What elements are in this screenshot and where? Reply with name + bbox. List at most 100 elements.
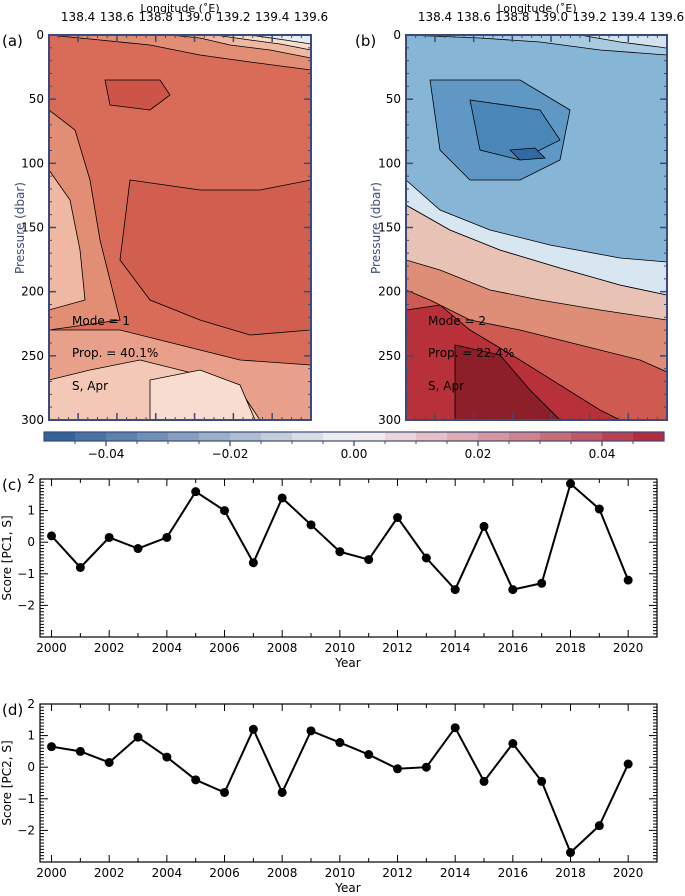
panel-b-xtick-label: 138.6 — [456, 10, 490, 24]
panel-b-xtick-label: 138.4 — [418, 10, 452, 24]
panel-c-data-point — [479, 521, 489, 531]
panel-c-series-line — [50, 481, 630, 592]
panel-c-xtick-label: 2000 — [36, 641, 67, 655]
panel-d-plot — [47, 723, 633, 858]
panel-b-ytick-label: 300 — [378, 413, 401, 427]
panel-c-data-point — [364, 555, 374, 565]
panel-a-xtick-label: 139.0 — [177, 10, 211, 24]
panel-d-xtick-label: 2012 — [382, 866, 413, 880]
panel-d-data-point — [566, 848, 576, 858]
panel-c-data-point — [104, 532, 114, 542]
panel-a-field — [49, 35, 311, 420]
panel-a-xtick-label: 139.6 — [294, 10, 328, 24]
panel-b-ytick-label: 0 — [393, 28, 401, 42]
panel-a-mode: Mode = 1 — [72, 314, 130, 328]
colorbar-bin — [540, 432, 572, 441]
panel-c-ytick-label: 1 — [27, 504, 35, 518]
panel-c-data-point — [306, 520, 316, 530]
panel-c-data-point — [162, 532, 172, 542]
panel-d-data-point — [537, 776, 547, 786]
panel-a-ylabel: Pressure (dbar) — [13, 182, 27, 274]
colorbar: −0.04 −0.02 0.00 0.02 0.04 — [43, 431, 665, 461]
panel-b-field — [406, 35, 667, 420]
colorbar-bin — [106, 432, 138, 441]
colorbar-bin — [509, 432, 541, 441]
colorbar-ticks: −0.04 −0.02 0.00 0.02 0.04 — [74, 441, 634, 461]
panel-c-data-point — [220, 506, 230, 516]
panel-d-data-point — [479, 776, 489, 786]
panel-c-data-point — [277, 493, 287, 503]
panel-d-xtick-label: 2016 — [498, 866, 529, 880]
panel-a-xlabel: Longitude (˚E) — [140, 2, 219, 15]
panel-b-label: (b) — [355, 32, 376, 50]
colorbar-bin — [385, 432, 417, 441]
panel-b-xtick-label: 138.8 — [495, 10, 529, 24]
panel-c-xtick-label: 2016 — [498, 641, 529, 655]
panel-d-data-point — [364, 750, 374, 760]
panel-c-ytick-label: −1 — [17, 567, 35, 581]
panel-b: (b) Mode = 2 Prop. = 22.4% S, Apr 138.4 1… — [355, 2, 684, 427]
panel-c-data-point — [594, 504, 604, 514]
panel-a-x-ticks: 138.4 138.6 138.8 139.0 139.2 139.4 139.6 — [48, 10, 328, 420]
panel-d-ytick-label: 0 — [27, 760, 35, 774]
colorbar-bins — [44, 432, 665, 441]
panel-a: (a) Mode = 1 Prop. = 40.1% S, Apr 138.4 1… — [2, 2, 328, 427]
panel-a-ytick-label: 0 — [36, 28, 44, 42]
panel-c-data-point — [47, 531, 57, 541]
colorbar-tick-label: 0.00 — [341, 447, 368, 461]
panel-c-data-point — [393, 513, 403, 523]
panel-d-ytick-label: −2 — [17, 823, 35, 837]
panel-d-ytick-label: 1 — [27, 729, 35, 743]
panel-d-data-point — [421, 762, 431, 772]
panel-d-xtick-label: 2014 — [440, 866, 471, 880]
panel-c-axes: 2000 2002 2004 2006 2008 2010 2012 2014 2016 2018… — [17, 472, 658, 655]
panel-d-xtick-label: 2018 — [555, 866, 586, 880]
panel-a-ytick-label: 250 — [21, 349, 44, 363]
panel-b-xtick-label: 139.0 — [534, 10, 568, 24]
colorbar-bin — [633, 432, 665, 441]
colorbar-tick-label: 0.04 — [589, 447, 616, 461]
panel-c-data-point — [450, 585, 460, 595]
panel-d-ytick-label: −1 — [17, 792, 35, 806]
panel-c-data-point — [191, 487, 201, 497]
panel-d-xlabel: Year — [334, 881, 360, 895]
panel-a-ytick-label: 100 — [21, 156, 44, 170]
panel-d-data-point — [191, 775, 201, 785]
panel-a-label: (a) — [2, 32, 23, 50]
colorbar-bin — [199, 432, 231, 441]
panel-d-label: (d) — [2, 701, 23, 719]
panel-d-xtick-label: 2006 — [209, 866, 240, 880]
panel-d-xtick-label: 2008 — [267, 866, 298, 880]
panel-c-ytick-label: 2 — [27, 472, 35, 486]
panel-c-ylabel: Score [PC1, S] — [0, 515, 14, 600]
panel-d-data-point — [104, 757, 114, 767]
panel-d: (d) 2000 2002 2004 2006 2008 2010 2012 2014 2016… — [0, 697, 658, 895]
panel-d-data-point — [220, 787, 230, 797]
panel-b-xlabel: Longitude (˚E) — [497, 2, 576, 15]
panel-c-data-point — [623, 575, 633, 585]
panel-c-xtick-label: 2018 — [555, 641, 586, 655]
panel-d-ytick-label: 2 — [27, 697, 35, 711]
panel-a-season: S, Apr — [72, 379, 108, 393]
panel-b-xtick-label: 139.4 — [611, 10, 645, 24]
colorbar-bin — [323, 432, 355, 441]
colorbar-bin — [292, 432, 324, 441]
panel-c-plot — [47, 479, 633, 595]
colorbar-bin — [137, 432, 169, 441]
panel-c-data-point — [133, 544, 143, 554]
panel-d-ylabel: Score [PC2, S] — [0, 740, 14, 825]
colorbar-bin — [230, 432, 262, 441]
panel-b-xtick-label: 139.2 — [572, 10, 606, 24]
panel-d-xtick-label: 2004 — [152, 866, 183, 880]
panel-b-prop: Prop. = 22.4% — [428, 346, 514, 360]
colorbar-bin — [75, 432, 107, 441]
colorbar-tick-label: −0.04 — [88, 447, 125, 461]
panel-a-ytick-label: 200 — [21, 285, 44, 299]
panel-d-data-point — [306, 726, 316, 736]
colorbar-bin — [354, 432, 386, 441]
panel-b-x-ticks: 138.4 138.6 138.8 139.0 139.2 139.4 139.6 — [405, 10, 684, 420]
panel-b-ytick-label: 200 — [378, 285, 401, 299]
panel-d-data-point — [594, 821, 604, 831]
panel-c-data-point — [421, 553, 431, 563]
panel-b-y-ticks: 0 50 100 150 200 250 300 — [378, 28, 667, 427]
